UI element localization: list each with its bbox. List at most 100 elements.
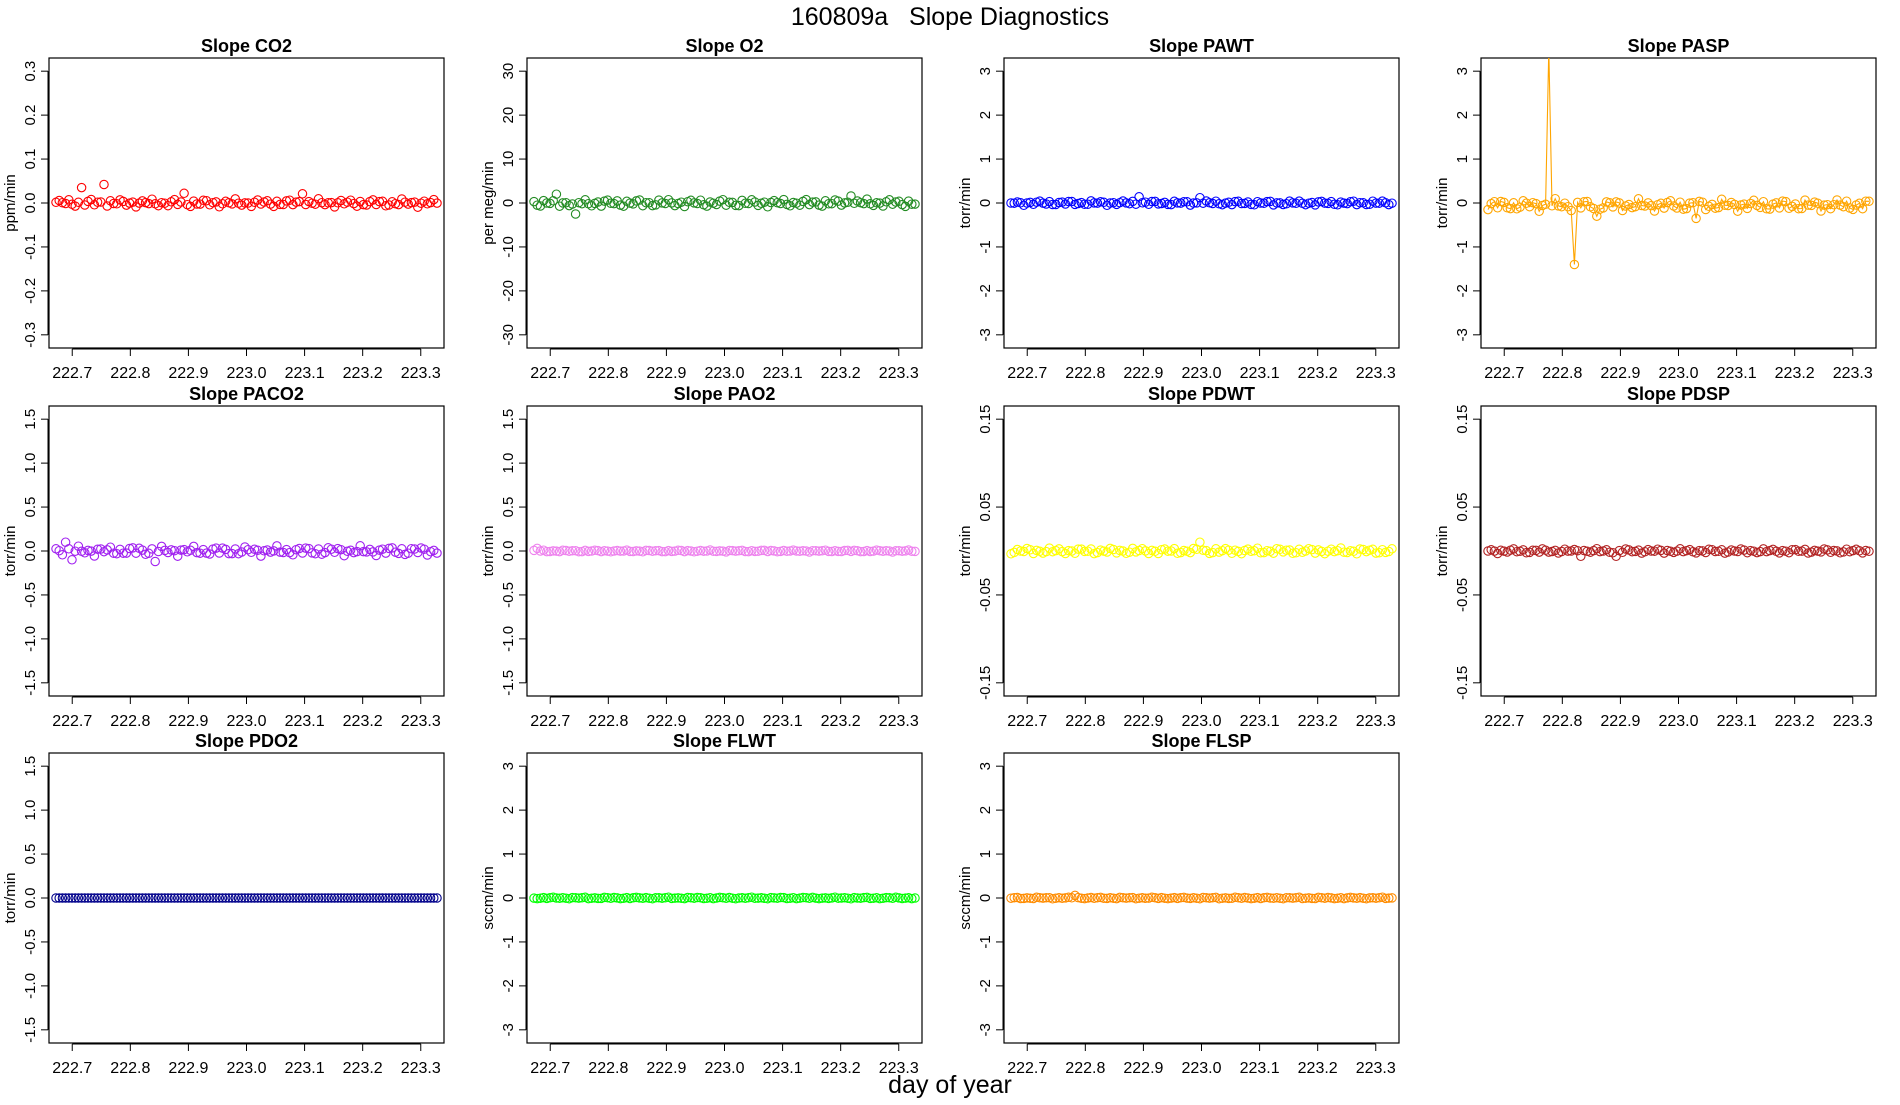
data-point [361, 547, 372, 557]
data-point [1755, 546, 1765, 557]
data-point [1063, 196, 1074, 207]
data-point [160, 545, 170, 556]
data-point [163, 547, 173, 558]
data-point [102, 201, 112, 211]
data-point [849, 545, 859, 556]
data-point [1246, 199, 1256, 210]
data-point [1230, 196, 1240, 207]
data-point [294, 196, 305, 207]
data-point [89, 893, 100, 903]
y-tick-label: -1 [977, 240, 994, 253]
plot-frame [1003, 752, 1400, 1044]
data-point [1656, 198, 1666, 209]
chart-panel: Slope PAO2 222.7 222.8 222.9 223.0 223.1 223.2… [480, 384, 923, 730]
data-point [1566, 205, 1576, 216]
y-tick-label: 30 [500, 63, 517, 80]
data-point [1207, 892, 1218, 903]
y-tick-label: 0 [1454, 199, 1471, 207]
data-point [176, 893, 186, 903]
data-point [1787, 201, 1797, 212]
chart-panel: Slope PDSP 222.7 222.8 222.9 223.0 223.1 223.2… [1434, 384, 1877, 730]
data-point [358, 546, 369, 557]
data-point [666, 546, 677, 557]
y-tick-label: -3 [1454, 328, 1471, 341]
data-point [1121, 893, 1131, 903]
data-point [1105, 893, 1115, 903]
chart-panel: Slope FLSP 222.7 222.8 222.9 223.0 223.1 223.2… [957, 731, 1400, 1077]
data-point [1713, 202, 1724, 213]
data-point [163, 893, 173, 903]
data-point [153, 893, 164, 903]
data-point [140, 893, 151, 903]
chart-panel: Slope FLWT 222.7 222.8 222.9 223.0 223.1 223.2… [480, 731, 923, 1077]
data-point [243, 198, 253, 208]
data-point [567, 199, 578, 209]
x-tick-label: 222.8 [1542, 365, 1582, 382]
x-tick-label: 222.9 [168, 1060, 208, 1077]
y-tick-label: 1.5 [22, 409, 39, 430]
data-point [545, 198, 555, 209]
data-point [1803, 200, 1813, 210]
data-point [265, 199, 276, 209]
data-point [698, 893, 709, 904]
data-point [1556, 201, 1567, 212]
data-point [820, 196, 831, 206]
data-point [750, 197, 760, 207]
data-point [339, 893, 349, 903]
data-point [230, 544, 241, 554]
data-point [1342, 893, 1352, 903]
data-point [1185, 893, 1196, 904]
data-point [1345, 892, 1356, 903]
data-point [1230, 892, 1240, 903]
data-point [782, 893, 792, 904]
data-point [615, 893, 626, 904]
x-tick-label: 222.7 [530, 1060, 570, 1077]
data-point [419, 196, 429, 206]
y-tick-label: 0.5 [22, 497, 39, 518]
data-point [310, 548, 321, 559]
y-tick-label: -3 [977, 1023, 994, 1036]
data-point [124, 543, 135, 554]
data-point [1156, 892, 1167, 903]
data-point [778, 194, 789, 205]
data-point [1153, 199, 1164, 209]
x-tick-label: 223.2 [343, 1060, 383, 1077]
data-point [86, 893, 96, 903]
data-point [432, 198, 442, 208]
data-point [1223, 197, 1234, 208]
data-point [1259, 893, 1269, 903]
data-point [670, 893, 680, 903]
data-point [801, 892, 811, 903]
data-point [823, 546, 834, 557]
data-point [577, 893, 587, 903]
data-point [278, 547, 289, 558]
data-point [1015, 198, 1026, 208]
data-point [1089, 893, 1099, 904]
data-point [1137, 198, 1148, 208]
data-point [1236, 198, 1247, 209]
data-point [766, 892, 776, 903]
data-point [907, 893, 917, 904]
data-point [390, 893, 401, 903]
data-point [1249, 200, 1260, 210]
data-point [535, 201, 546, 211]
x-tick-label: 223.3 [879, 1060, 919, 1077]
data-point [583, 893, 594, 904]
y-tick-label: -0.05 [1454, 578, 1471, 612]
data-point [1111, 548, 1122, 558]
data-point [1518, 545, 1528, 555]
data-point [131, 548, 141, 558]
data-point [785, 201, 795, 211]
data-point [73, 893, 84, 903]
y-tick-label: 0 [500, 199, 517, 207]
series-line [1487, 58, 1870, 265]
data-point [1684, 198, 1695, 208]
data-point [551, 546, 562, 556]
data-point [1544, 547, 1554, 557]
y-tick-label: 3 [1454, 67, 1471, 75]
data-point [268, 893, 279, 903]
data-point [820, 893, 831, 903]
data-point [1083, 893, 1093, 903]
data-point [727, 893, 738, 903]
x-tick-label: 222.7 [530, 365, 570, 382]
